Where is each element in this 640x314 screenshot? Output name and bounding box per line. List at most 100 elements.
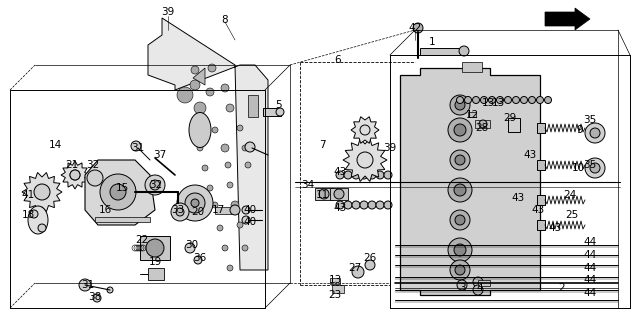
Text: 4: 4 [477,283,483,293]
Circle shape [344,171,352,179]
Text: 31: 31 [81,280,95,290]
Text: 25: 25 [565,210,579,220]
Text: 2: 2 [559,283,565,293]
Circle shape [360,125,370,135]
Polygon shape [545,8,590,30]
Bar [468,112,476,117]
Circle shape [217,225,223,231]
Text: 19: 19 [148,257,162,267]
Polygon shape [351,117,379,143]
Bar [537,160,545,170]
Circle shape [497,96,504,104]
Circle shape [450,95,470,115]
Circle shape [202,165,208,171]
Circle shape [536,96,543,104]
Circle shape [376,201,384,209]
Circle shape [222,245,228,251]
Circle shape [456,96,463,104]
Circle shape [231,201,239,209]
Circle shape [93,294,101,302]
Circle shape [242,206,250,214]
Circle shape [131,141,141,151]
Circle shape [454,184,466,196]
Text: 36: 36 [193,253,207,263]
Text: 22: 22 [136,235,148,245]
Bar [148,268,164,280]
Circle shape [87,170,103,186]
Circle shape [227,265,233,271]
Circle shape [459,46,469,56]
Circle shape [352,201,360,209]
Circle shape [146,239,164,257]
Polygon shape [61,161,89,189]
Circle shape [473,285,483,295]
Ellipse shape [28,206,48,234]
Text: 15: 15 [115,183,129,193]
Circle shape [334,189,344,199]
Text: 40: 40 [243,205,257,215]
Text: 44: 44 [584,237,596,247]
Circle shape [237,222,243,228]
Text: 44: 44 [584,250,596,260]
Circle shape [513,96,520,104]
Text: 38: 38 [88,292,102,302]
Text: 44: 44 [584,288,596,298]
Text: 44: 44 [584,275,596,285]
Circle shape [473,277,483,287]
Circle shape [344,201,352,209]
Polygon shape [343,138,387,181]
Circle shape [145,175,165,195]
Circle shape [245,142,255,152]
Circle shape [455,215,465,225]
Circle shape [454,124,466,136]
Polygon shape [85,160,155,225]
Circle shape [479,120,487,128]
Text: 1: 1 [429,37,435,47]
Circle shape [448,178,472,202]
Text: 29: 29 [504,113,516,123]
Text: 5: 5 [275,100,282,110]
Ellipse shape [189,112,211,148]
Circle shape [450,210,470,230]
Circle shape [208,64,216,72]
Bar [537,220,545,230]
Bar [330,278,340,284]
Circle shape [194,256,202,264]
Circle shape [450,260,470,280]
Circle shape [150,180,160,190]
Text: 13: 13 [492,98,504,108]
Circle shape [194,102,206,114]
Text: 13: 13 [328,275,342,285]
Bar [478,280,490,286]
Circle shape [185,243,195,253]
Circle shape [242,216,250,224]
Circle shape [79,279,91,291]
Text: 35: 35 [584,160,596,170]
Text: 14: 14 [49,140,61,150]
Bar [508,118,520,132]
Circle shape [520,96,527,104]
Text: 39: 39 [161,7,175,17]
Bar [263,108,281,116]
Text: 31: 31 [131,143,145,153]
Circle shape [100,174,136,210]
Text: 43: 43 [333,203,347,213]
Text: 35: 35 [584,115,596,125]
Circle shape [585,123,605,143]
Circle shape [197,145,203,151]
Circle shape [384,201,392,209]
Circle shape [237,125,243,131]
Circle shape [70,170,80,180]
Polygon shape [148,18,268,270]
Bar [95,217,150,222]
Circle shape [227,182,233,188]
Text: 21: 21 [65,160,79,170]
Circle shape [360,171,368,179]
Circle shape [207,185,213,191]
Text: 6: 6 [335,55,341,65]
Circle shape [504,96,511,104]
Text: 17: 17 [211,205,225,215]
Bar [315,188,333,200]
Circle shape [360,201,368,209]
Text: 12: 12 [465,110,479,120]
